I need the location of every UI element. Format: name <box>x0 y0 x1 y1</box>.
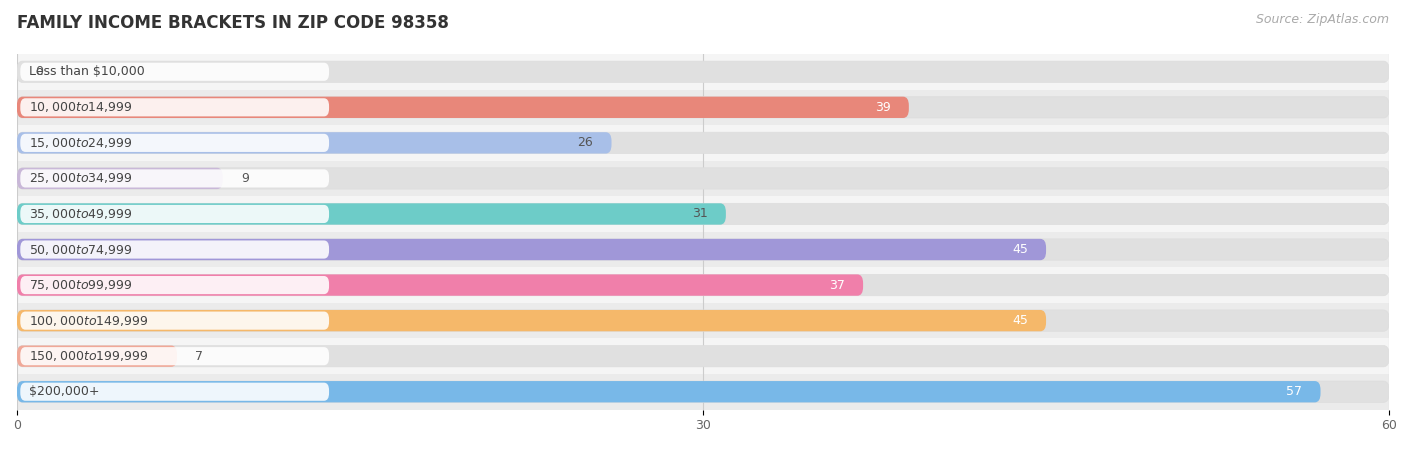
Text: 45: 45 <box>1012 243 1028 256</box>
Bar <box>17 54 1389 90</box>
Text: 26: 26 <box>578 136 593 149</box>
FancyBboxPatch shape <box>17 132 612 153</box>
FancyBboxPatch shape <box>20 63 329 81</box>
Bar <box>17 196 1389 232</box>
Text: 57: 57 <box>1286 385 1302 398</box>
Bar <box>17 303 1389 338</box>
FancyBboxPatch shape <box>17 310 1389 331</box>
FancyBboxPatch shape <box>20 347 329 365</box>
Text: 39: 39 <box>875 101 890 114</box>
Text: 37: 37 <box>830 279 845 292</box>
Text: 7: 7 <box>195 350 204 363</box>
FancyBboxPatch shape <box>17 274 1389 296</box>
FancyBboxPatch shape <box>20 382 329 401</box>
FancyBboxPatch shape <box>20 311 329 330</box>
FancyBboxPatch shape <box>20 240 329 259</box>
FancyBboxPatch shape <box>17 381 1320 402</box>
FancyBboxPatch shape <box>17 203 1389 225</box>
FancyBboxPatch shape <box>17 97 908 118</box>
Text: $15,000 to $24,999: $15,000 to $24,999 <box>30 136 134 150</box>
FancyBboxPatch shape <box>17 132 1389 153</box>
Bar <box>17 161 1389 196</box>
Text: $150,000 to $199,999: $150,000 to $199,999 <box>30 349 149 363</box>
FancyBboxPatch shape <box>17 239 1389 260</box>
FancyBboxPatch shape <box>20 134 329 152</box>
FancyBboxPatch shape <box>20 205 329 223</box>
Text: $10,000 to $14,999: $10,000 to $14,999 <box>30 100 134 114</box>
Bar <box>17 374 1389 410</box>
FancyBboxPatch shape <box>17 274 863 296</box>
FancyBboxPatch shape <box>17 203 725 225</box>
FancyBboxPatch shape <box>17 97 1389 118</box>
Text: 31: 31 <box>692 207 707 220</box>
Text: $25,000 to $34,999: $25,000 to $34,999 <box>30 171 134 185</box>
FancyBboxPatch shape <box>17 346 177 367</box>
Text: Source: ZipAtlas.com: Source: ZipAtlas.com <box>1256 14 1389 27</box>
Bar <box>17 232 1389 267</box>
Text: Less than $10,000: Less than $10,000 <box>30 65 145 78</box>
Text: $200,000+: $200,000+ <box>30 385 100 398</box>
Text: 45: 45 <box>1012 314 1028 327</box>
FancyBboxPatch shape <box>17 239 1046 260</box>
Text: $50,000 to $74,999: $50,000 to $74,999 <box>30 243 134 256</box>
Bar <box>17 125 1389 161</box>
FancyBboxPatch shape <box>17 310 1046 331</box>
Text: $100,000 to $149,999: $100,000 to $149,999 <box>30 314 149 328</box>
FancyBboxPatch shape <box>20 276 329 294</box>
Bar <box>17 267 1389 303</box>
Text: FAMILY INCOME BRACKETS IN ZIP CODE 98358: FAMILY INCOME BRACKETS IN ZIP CODE 98358 <box>17 14 449 32</box>
Bar <box>17 90 1389 125</box>
Text: 0: 0 <box>35 65 44 78</box>
FancyBboxPatch shape <box>17 61 1389 82</box>
Text: $75,000 to $99,999: $75,000 to $99,999 <box>30 278 134 292</box>
Text: 9: 9 <box>240 172 249 185</box>
Text: $35,000 to $49,999: $35,000 to $49,999 <box>30 207 134 221</box>
FancyBboxPatch shape <box>17 381 1389 402</box>
FancyBboxPatch shape <box>20 98 329 117</box>
FancyBboxPatch shape <box>17 168 1389 189</box>
FancyBboxPatch shape <box>17 168 222 189</box>
FancyBboxPatch shape <box>20 169 329 188</box>
Bar <box>17 338 1389 374</box>
FancyBboxPatch shape <box>17 346 1389 367</box>
